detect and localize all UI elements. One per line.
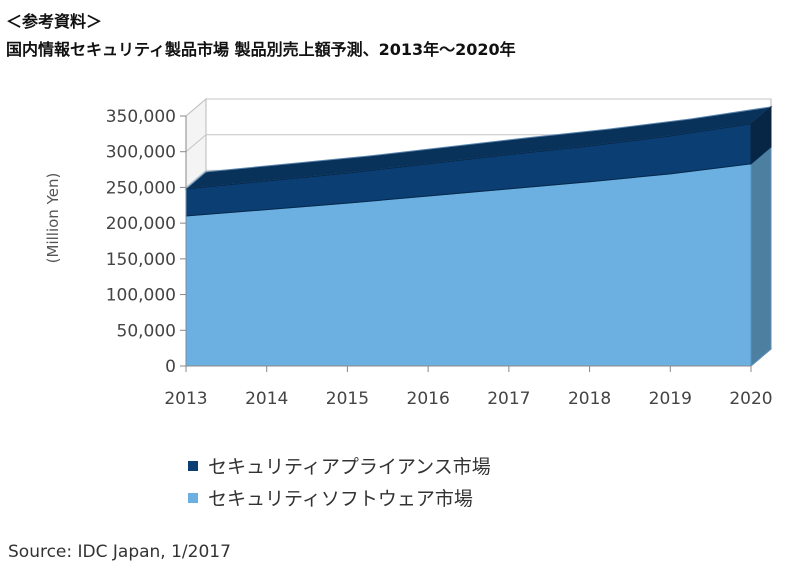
software-side xyxy=(750,145,772,368)
x-tick-label: 2017 xyxy=(487,389,530,409)
area-series xyxy=(184,105,773,368)
legend-label-software: セキュリティソフトウェア市場 xyxy=(208,488,473,510)
appliance-side xyxy=(750,105,772,165)
x-tick-label: 2014 xyxy=(245,389,288,409)
x-tick-label: 2016 xyxy=(407,389,450,409)
y-tick-label: 350,000 xyxy=(106,107,176,127)
x-tick-label: 2018 xyxy=(568,389,611,409)
y-tick-label: 200,000 xyxy=(106,214,176,234)
legend-item-appliance: セキュリティアプライアンス市場 xyxy=(188,452,491,479)
chart-title: 国内情報セキュリティ製品市場 製品別売上額予測、2013年～2020年 xyxy=(6,40,516,59)
legend-item-software: セキュリティソフトウェア市場 xyxy=(188,484,473,511)
y-axis: 0 50,000 100,000 150,000 200,000 250,000 300,0… xyxy=(106,107,187,377)
gridline xyxy=(185,98,771,117)
y-tick-label: 250,000 xyxy=(106,178,176,198)
legend-label-appliance: セキュリティアプライアンス市場 xyxy=(208,456,491,478)
y-tick-label: 300,000 xyxy=(106,143,176,163)
x-axis: 2013 2014 2015 2016 2017 2018 2019 2020 xyxy=(164,365,773,409)
y-tick-label: 50,000 xyxy=(117,321,176,341)
legend-swatch-software xyxy=(188,492,198,503)
x-tick-label: 2019 xyxy=(649,389,692,409)
source-note: Source: IDC Japan, 1/2017 xyxy=(8,542,231,562)
y-tick-label: 100,000 xyxy=(106,286,176,306)
legend-swatch-appliance xyxy=(188,460,198,471)
y-tick-label: 150,000 xyxy=(106,250,176,270)
y-axis-label: (Million Yen) xyxy=(44,173,62,264)
y-tick-label: 0 xyxy=(165,357,176,377)
reference-label: ＜参考資料＞ xyxy=(6,12,103,31)
x-tick-label: 2013 xyxy=(164,389,207,409)
x-tick-label: 2020 xyxy=(729,389,772,409)
area-chart: 0 50,000 100,000 150,000 200,000 250,000 300,0… xyxy=(44,97,773,409)
x-tick-label: 2015 xyxy=(326,389,369,409)
